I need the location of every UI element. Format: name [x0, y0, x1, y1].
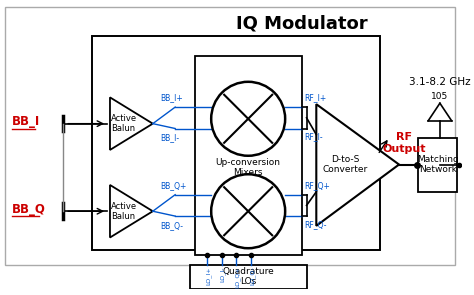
Bar — [190, 265, 307, 289]
Text: Matching
Network: Matching Network — [417, 155, 459, 174]
Polygon shape — [110, 185, 153, 237]
Text: RF_Q+: RF_Q+ — [305, 181, 330, 190]
Text: D-to-S
Converter: D-to-S Converter — [323, 155, 368, 174]
Polygon shape — [316, 104, 399, 226]
Text: Up-conversion
Mixers: Up-conversion Mixers — [216, 158, 281, 177]
Bar — [195, 55, 302, 255]
Text: LO_Q+: LO_Q+ — [235, 267, 240, 288]
Bar — [92, 36, 380, 250]
Text: 105: 105 — [431, 92, 448, 101]
Polygon shape — [110, 97, 153, 150]
Bar — [5, 7, 456, 265]
Text: BB_Q: BB_Q — [12, 203, 46, 216]
Text: RF_I+: RF_I+ — [305, 93, 327, 102]
Text: BB_I-: BB_I- — [161, 133, 180, 142]
Circle shape — [211, 174, 285, 248]
Text: RF_I-: RF_I- — [305, 132, 323, 141]
Text: RF_Q-: RF_Q- — [305, 220, 327, 229]
Text: 3.1-8.2 GHz: 3.1-8.2 GHz — [409, 77, 471, 87]
Text: Active
Balun: Active Balun — [110, 201, 137, 221]
Text: BB_Q+: BB_Q+ — [161, 181, 187, 190]
Text: Active
Balun: Active Balun — [110, 114, 137, 133]
Text: LO_I+: LO_I+ — [205, 267, 211, 285]
Text: BB_Q-: BB_Q- — [161, 221, 183, 230]
Bar — [419, 138, 457, 192]
Text: IQ Modulator: IQ Modulator — [236, 14, 367, 32]
Text: LO_Q-: LO_Q- — [249, 267, 255, 286]
Text: BB_I: BB_I — [12, 115, 40, 128]
Text: RF
Output: RF Output — [382, 132, 426, 154]
Text: Quadrature
LOs: Quadrature LOs — [222, 267, 274, 286]
Text: BB_I+: BB_I+ — [161, 93, 183, 102]
Text: LO_I-: LO_I- — [220, 267, 226, 282]
Circle shape — [211, 82, 285, 156]
